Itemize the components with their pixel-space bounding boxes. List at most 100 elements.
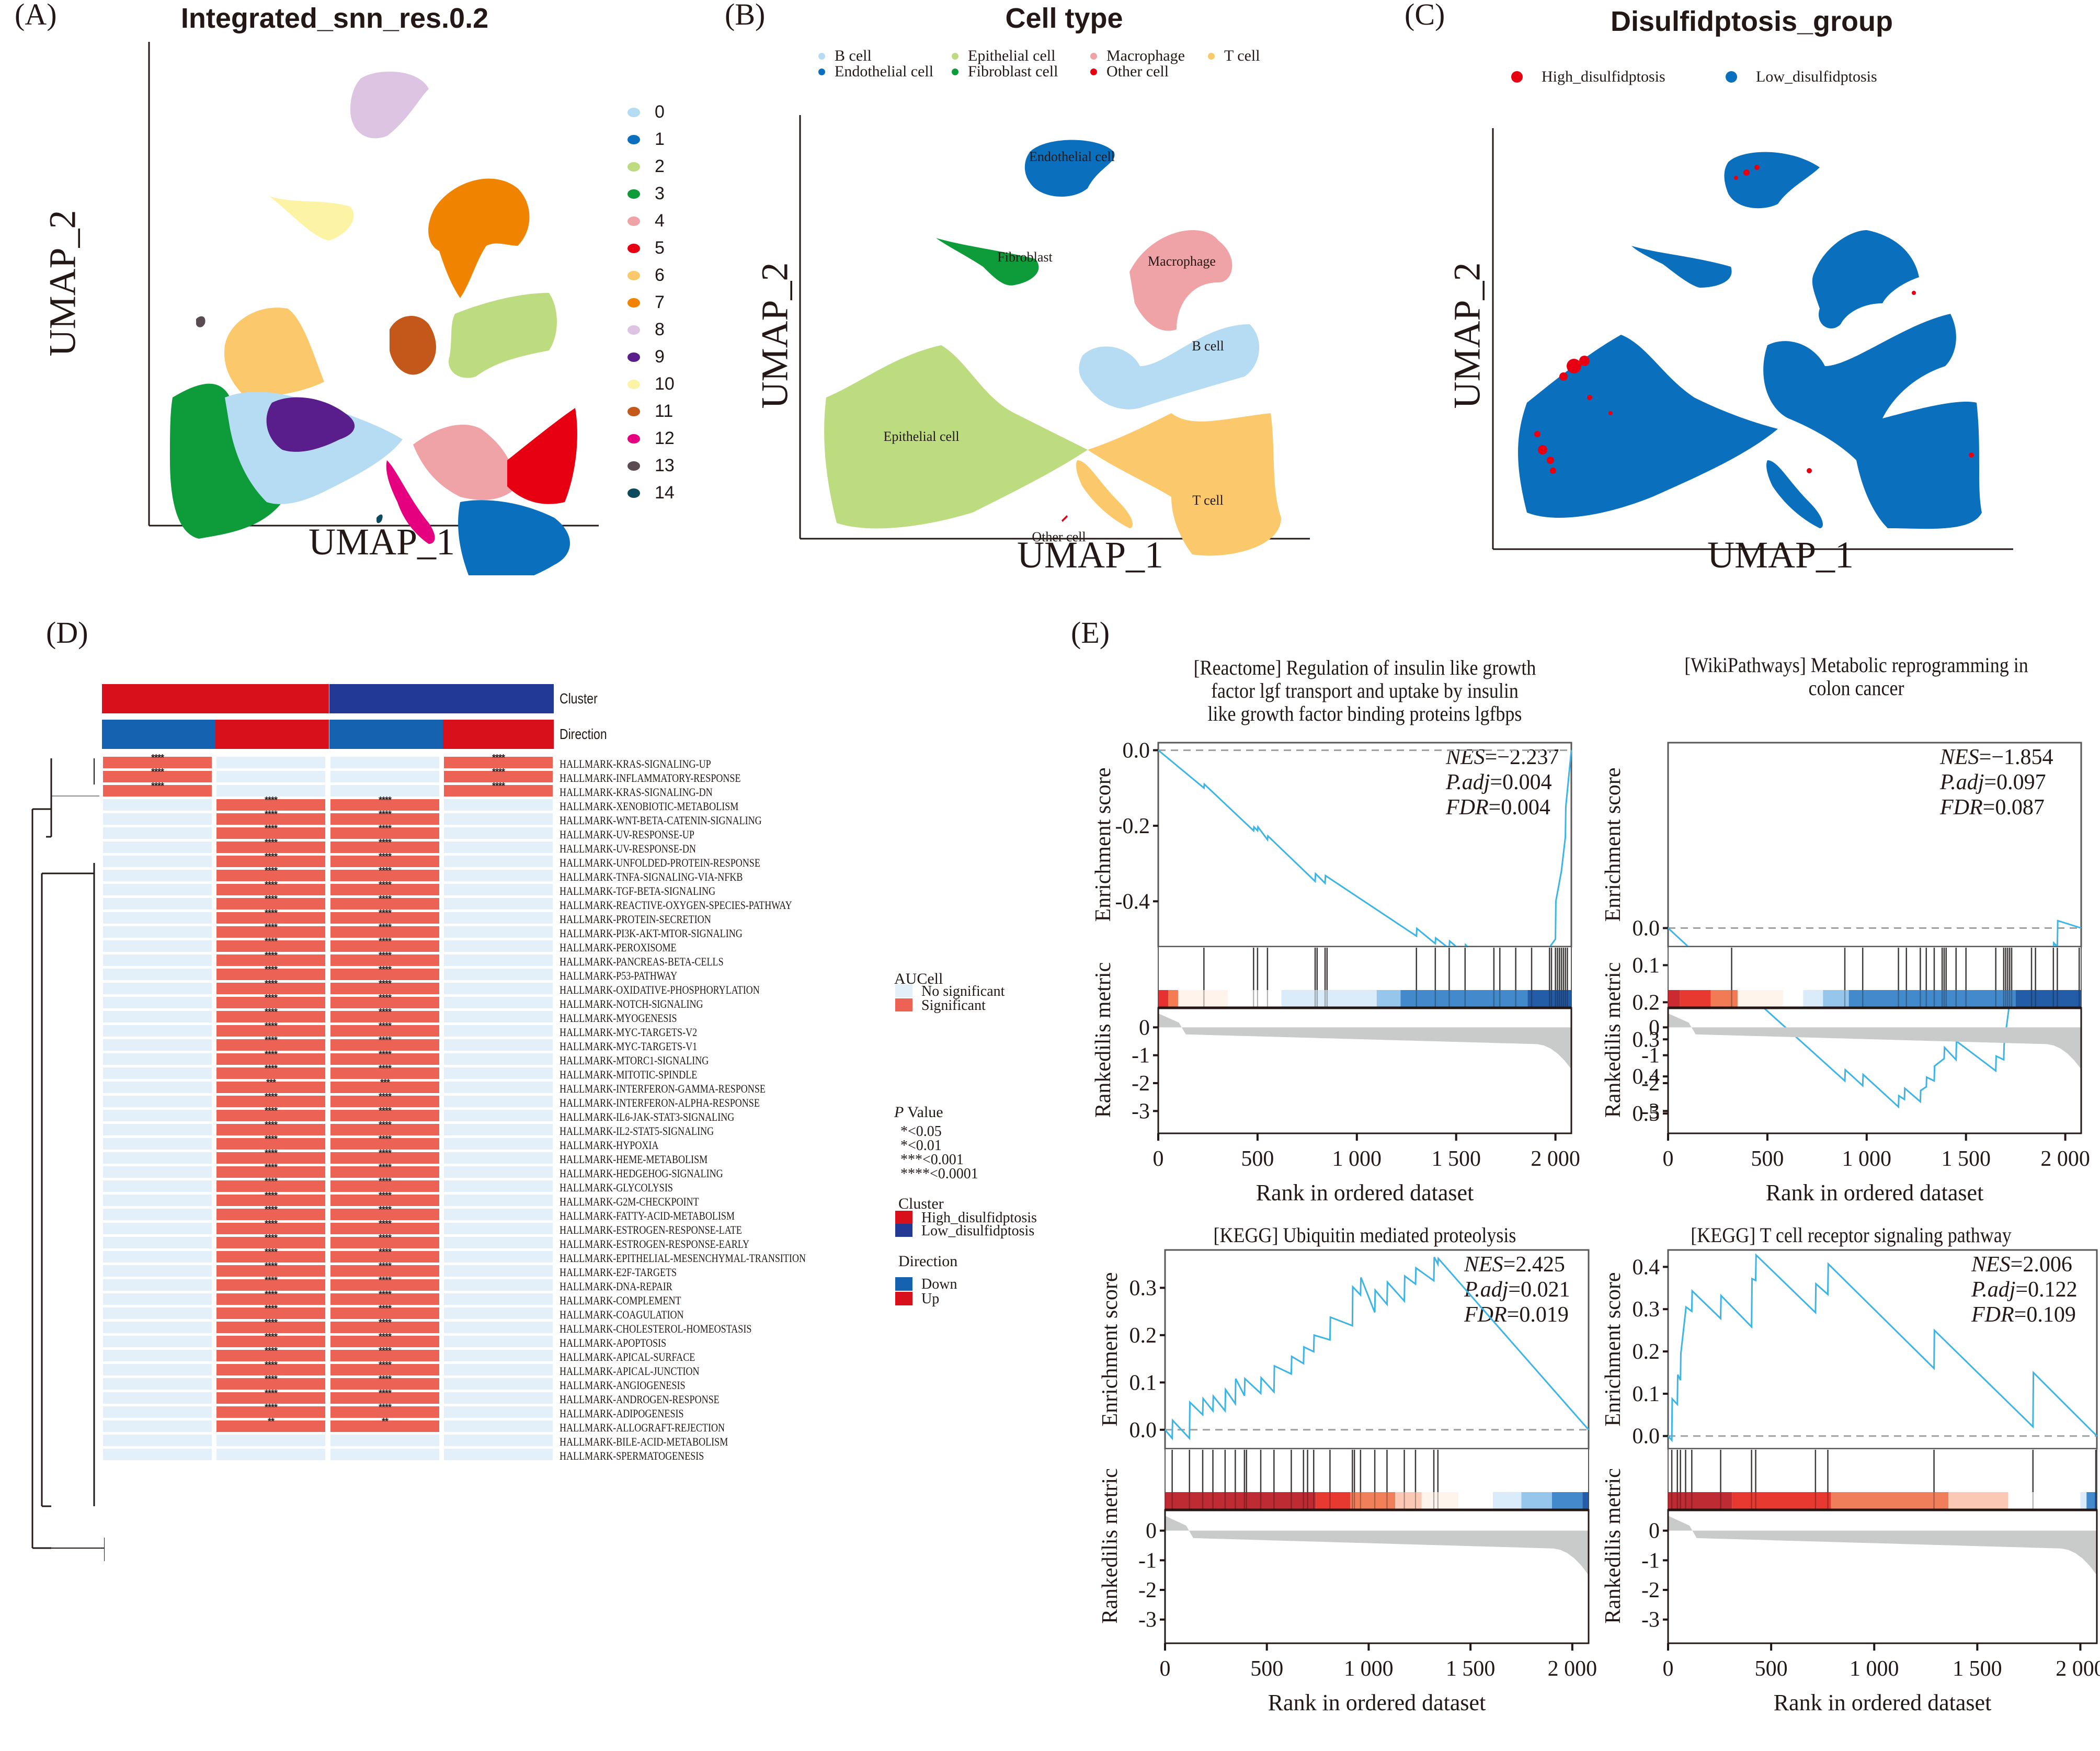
significance-stars: **** [264,1261,278,1271]
heatmap-cell [216,1307,325,1319]
heatmap-cell [103,1138,212,1150]
legend-label: 2 [655,156,665,176]
x-axis-label: Rank in ordered dataset [1774,1690,1992,1715]
legend-label: 12 [655,428,675,448]
stat-value: =0.097 [1984,770,2046,794]
rank-ytick-label: -1 [1138,1549,1157,1573]
legend-item: 0 [627,102,665,122]
es-axis-label: Enrichment score [1098,1272,1122,1426]
x-axis-label: Rank in ordered dataset [1268,1690,1486,1715]
annotation-cluster-cell [443,684,554,713]
legend-item: 3 [627,184,665,204]
heatmap-cell [103,884,212,895]
heatmap-cell [444,870,553,881]
xtick-label: 500 [1250,1657,1283,1681]
significance-stars: **** [264,1091,278,1102]
heatmap-cell [216,1195,325,1206]
xtick-label: 0 [1663,1147,1674,1171]
heatmap-cell [444,1110,553,1121]
pathway-label: HALLMARK-P53-PATHWAY [560,969,678,982]
significance-stars: **** [264,1049,278,1060]
significance-stars: *** [266,1077,276,1088]
significance-stars: **** [378,880,392,890]
xtick-label: 2 000 [1548,1657,1597,1681]
gsea-title-line: [Reactome] Regulation of insulin like gr… [1193,656,1536,679]
heatmap-cell [216,1209,325,1220]
legend-label: 7 [655,292,665,312]
rank-color-segment [1783,990,1804,1008]
significance-stars: **** [378,1106,392,1116]
heatmap-cell [216,1138,325,1150]
heatmap-cell [444,827,553,839]
significance-stars: *** [380,1077,390,1088]
heatmap-cell [330,1435,439,1446]
es-axis-label: Enrichment score [1091,767,1115,922]
rank-color-segment [2095,1492,2097,1510]
pathway-label: HALLMARK-IL6-JAK-STAT3-SIGNALING [560,1110,735,1123]
heatmap-cell [444,1265,553,1277]
legend-item: High_disulfidptosis [1511,68,1665,86]
legend-label: B cell [835,47,872,64]
heatmap-cell [103,1209,212,1220]
significance-stars: **** [378,866,392,876]
pathway-label: HALLMARK-UNFOLDED-PROTEIN-RESPONSE [560,856,760,869]
stat-name: P.adj [1940,770,1984,794]
legend-swatch [895,1277,912,1291]
pathway-label: HALLMARK-MYOGENESIS [560,1011,677,1025]
xtick-label: 1 500 [1446,1657,1496,1681]
heatmap-cell [103,1082,212,1093]
xtick-label: 2 000 [2056,1657,2100,1681]
rank-ytick-label: 0 [1649,1519,1660,1543]
cluster-11-blob [390,315,436,375]
cluster-7-blob [428,178,530,298]
heatmap-cell [330,1082,439,1093]
stat-value: =0.004 [1490,770,1552,794]
epithelial-cell-blob [824,345,1088,529]
umap-b-title: Cell type [1005,3,1123,34]
stat-nes: NES=−2.237 [1446,745,1559,770]
rank-color-segment [1732,1492,1831,1510]
pathway-label: HALLMARK-HEME-METABOLISM [560,1153,708,1166]
heatmap-cell [330,842,439,853]
heatmap-cell [216,969,325,980]
heatmap-cell [216,856,325,867]
cluster-13-blob [196,316,206,327]
cluster-4-blob [413,424,518,500]
heatmap-cell [103,1307,212,1319]
legend-swatch [895,1292,912,1305]
pathway-label: HALLMARK-EPITHELIAL-MESENCHYMAL-TRANSITI… [560,1252,806,1265]
es-ytick-label: 0.4 [1633,1255,1660,1279]
x-axis-label: Rank in ordered dataset [1766,1180,1984,1206]
legend-label: 8 [655,320,665,339]
heatmap-cell [103,1166,212,1178]
significance-stars: **** [378,1247,392,1257]
rank-color-segment [1400,990,1528,1008]
gsea-title-line: factor lgf transport and uptake by insul… [1211,679,1519,702]
gsea-stats: NES=2.425 P.adj=0.021 FDR=0.019 [1464,1252,1570,1327]
heatmap-cell [216,1378,325,1390]
heatmap-cell [103,1279,212,1291]
stat-value: =0.087 [1982,795,2045,820]
heatmap-cell [444,969,553,980]
heatmap-cell [444,1195,553,1206]
heatmap-cell [330,1152,439,1164]
xtick-label: 1 000 [1344,1657,1394,1681]
xtick-label: 1 500 [1953,1657,2002,1681]
legend-item: 9 [627,347,665,367]
rank-panel-frame [1667,1007,2082,1134]
significance-stars: **** [264,993,278,1003]
heatmap-cell [330,1322,439,1333]
xtick-label: 500 [1241,1147,1274,1171]
stat-padj: P.adj=0.122 [1971,1277,2078,1302]
heatmap-cell [330,1025,439,1037]
pathway-label: HALLMARK-INTERFERON-GAMMA-RESPONSE [560,1082,766,1095]
rank-ytick-label: -2 [1641,1578,1660,1602]
legend-item: B cell [818,47,872,65]
stat-value: =0.021 [1508,1278,1570,1302]
legend-label: Low_disulfidptosis [921,1223,1035,1239]
cluster-3-blob [170,383,282,539]
heatmap-cell [444,1364,553,1375]
heatmap-cell [216,912,325,924]
heatmap-cell [444,1420,553,1432]
heatmap-cell [103,1265,212,1277]
